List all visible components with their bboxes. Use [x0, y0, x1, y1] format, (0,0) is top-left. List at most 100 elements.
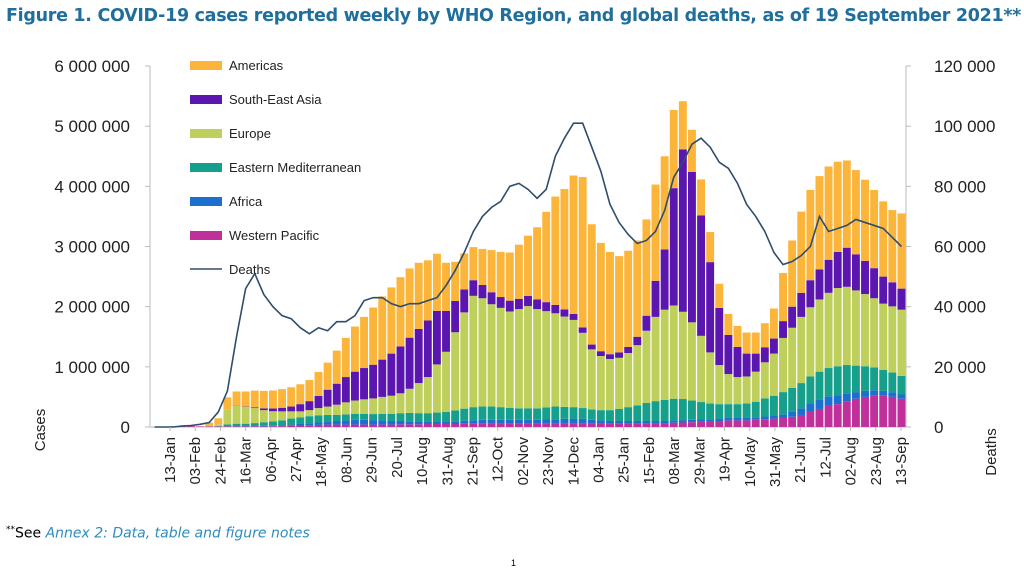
bar-segment: [479, 423, 487, 427]
y2-tick-label: 80 000: [934, 177, 986, 196]
bar-segment: [861, 261, 869, 294]
bar-segment: [861, 391, 869, 397]
bar-segment: [825, 293, 833, 368]
bar-segment: [852, 254, 860, 290]
bar-segment: [788, 388, 796, 412]
bar-segment: [816, 299, 824, 371]
bar-segment: [579, 408, 587, 419]
bar-segment: [378, 296, 386, 359]
bar-segment: [570, 320, 578, 407]
bar-segment: [369, 425, 377, 427]
bar-segment: [697, 179, 705, 215]
bar-segment: [433, 311, 441, 365]
bar-segment: [515, 299, 523, 309]
bar-segment: [633, 405, 641, 421]
bar-segment: [770, 396, 778, 416]
bar-segment: [524, 296, 532, 306]
bar-segment: [897, 399, 905, 427]
bar-segment: [497, 308, 505, 407]
bar-segment: [333, 421, 341, 425]
bar-segment: [588, 420, 596, 424]
bar-segment: [588, 423, 596, 427]
bar-segment: [715, 308, 723, 365]
legend-label: Eastern Mediterranean: [229, 160, 361, 175]
bar-segment: [761, 323, 769, 347]
bar-segment: [342, 420, 350, 424]
bar-segment: [488, 423, 496, 427]
x-tick-label: 16-Mar: [238, 437, 255, 485]
y2-axis-title: Deaths: [983, 428, 1000, 476]
x-tick-label: 13-Sep: [893, 437, 910, 485]
bar-segment: [670, 399, 678, 421]
bar-segment: [588, 410, 596, 420]
x-tick-label: 19-Apr: [717, 437, 734, 482]
bar-segment: [533, 309, 541, 408]
bar-segment: [533, 227, 541, 299]
bar-segment: [697, 422, 705, 427]
y-tick-label: 4 000 000: [54, 177, 130, 196]
bar-segment: [888, 373, 896, 393]
bar-segment: [387, 287, 395, 353]
bar-segment: [406, 389, 414, 413]
bar-segment: [652, 281, 660, 317]
footnote-marker: **: [6, 525, 15, 535]
bar-segment: [296, 417, 304, 424]
bar-segment: [305, 416, 313, 423]
bar-segment: [269, 426, 277, 427]
bar-segment: [888, 397, 896, 427]
bar-segment: [597, 243, 605, 351]
bar-segment: [260, 408, 268, 410]
bar-segment: [542, 419, 550, 423]
bar-segment: [816, 409, 824, 427]
bar-segment: [551, 305, 559, 313]
bar-segment: [260, 426, 268, 427]
bar-segment: [852, 170, 860, 254]
bar-segment: [861, 180, 869, 261]
bar-segment: [679, 399, 687, 420]
bar-segment: [506, 253, 514, 301]
bar-segment: [533, 423, 541, 427]
x-tick-label: 27-Apr: [288, 437, 305, 482]
bar-segment: [378, 360, 386, 397]
bar-segment: [397, 393, 405, 413]
bar-segment: [606, 354, 614, 359]
bar-segment: [870, 396, 878, 427]
bar-segment: [524, 420, 532, 424]
bar-segment: [260, 426, 268, 427]
bar-segment: [415, 422, 423, 425]
bar-segment: [743, 376, 751, 403]
bar-segment: [223, 424, 231, 426]
x-tick-label: 03-Feb: [187, 437, 204, 485]
x-tick-label: 10-May: [742, 437, 759, 488]
legend-swatch: [190, 231, 222, 240]
bar-segment: [424, 321, 432, 378]
bar-segment: [834, 252, 842, 288]
y2-tick-label: 20 000: [934, 358, 986, 377]
bar-segment: [633, 240, 641, 336]
bar-segment: [743, 333, 751, 354]
bar-segment: [661, 400, 669, 421]
bar-segment: [333, 351, 341, 384]
bar-segment: [879, 277, 887, 304]
bar-segment: [342, 338, 350, 377]
bar-segment: [679, 149, 687, 311]
bar-segment: [806, 307, 814, 376]
annex-link[interactable]: Annex 2: Data, table and figure notes: [46, 526, 310, 542]
bar-segment: [688, 401, 696, 420]
bar-segment: [797, 383, 805, 408]
bar-segment: [269, 426, 277, 427]
bar-segment: [287, 411, 295, 418]
bar-segment: [242, 424, 250, 426]
bar-segment: [324, 422, 332, 425]
bar-segment: [488, 250, 496, 292]
bar-segment: [661, 421, 669, 423]
bar-segment: [715, 419, 723, 421]
bar-segment: [433, 254, 441, 311]
bar-segment: [870, 298, 878, 367]
bar-segment: [560, 419, 568, 424]
bar-segment: [788, 240, 796, 306]
bar-segment: [515, 423, 523, 427]
bar-segment: [333, 415, 341, 421]
bar-segment: [734, 404, 742, 418]
legend-swatch: [190, 163, 222, 172]
